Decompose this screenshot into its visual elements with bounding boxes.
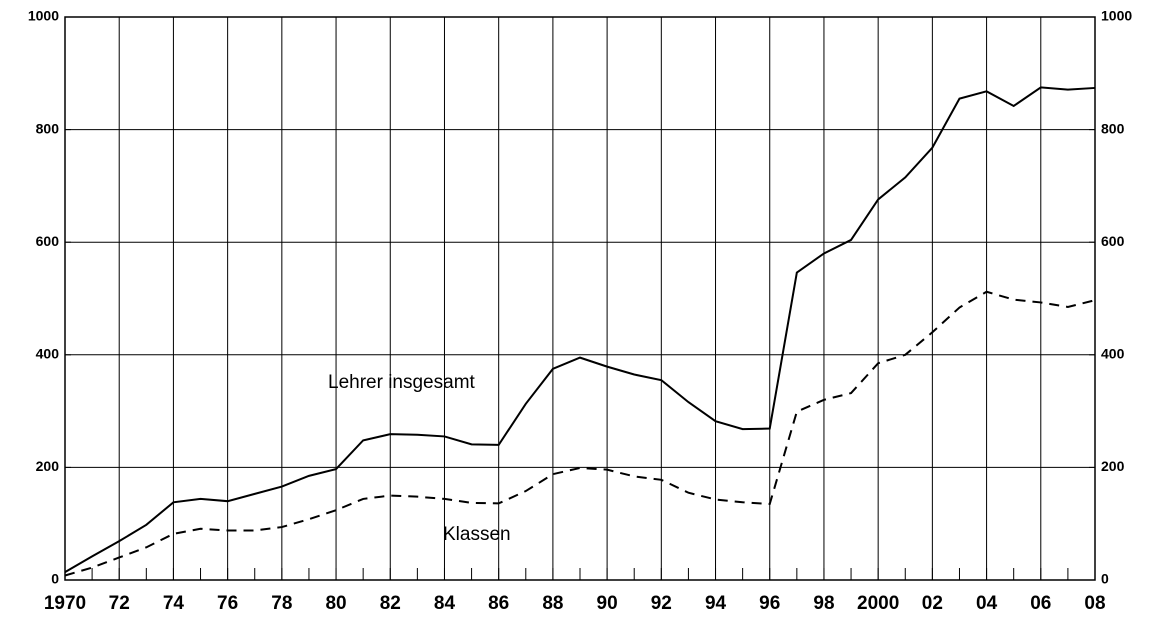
y-tick-label: 600 (36, 233, 60, 249)
x-tick-label: 88 (542, 593, 563, 614)
series-line (64, 86, 1096, 573)
x-tick-label: 90 (597, 593, 618, 614)
x-tick-label: 98 (813, 593, 834, 614)
series-label: Klassen (443, 524, 511, 545)
x-tick-label: 92 (651, 593, 672, 614)
series-label: Lehrer insgesamt (328, 372, 476, 393)
y2-tick-label: 1000 (1101, 8, 1132, 24)
x-tick-label: 08 (1084, 593, 1105, 614)
x-tick-label: 76 (217, 593, 238, 614)
x-tick-label: 82 (380, 593, 401, 614)
x-tick-label: 84 (434, 593, 456, 614)
y2-tick-label: 600 (1101, 233, 1125, 249)
plot-frame (64, 16, 1096, 581)
x-tick-label: 78 (271, 593, 292, 614)
x-tick-label: 2000 (857, 593, 899, 614)
x-tick-label: 80 (325, 593, 346, 614)
y2-tick-label: 800 (1101, 120, 1125, 136)
y-tick-label: 200 (36, 458, 60, 474)
x-tick-label: 06 (1030, 593, 1051, 614)
y-tick-label: 1000 (28, 8, 59, 24)
x-tick-label: 1970 (44, 593, 86, 614)
x-tick-label: 04 (976, 593, 998, 614)
x-tick-label: 02 (922, 593, 943, 614)
y-tick-label: 0 (51, 571, 59, 587)
x-tick-label: 72 (109, 593, 130, 614)
x-tick-label: 86 (488, 593, 509, 614)
x-tick-label: 74 (163, 593, 185, 614)
y2-tick-label: 400 (1101, 346, 1125, 362)
y2-tick-label: 200 (1101, 458, 1125, 474)
x-tick-label: 96 (759, 593, 780, 614)
x-tick-label: 94 (705, 593, 727, 614)
series-line (64, 290, 1096, 577)
y-tick-label: 400 (36, 346, 60, 362)
y-tick-label: 800 (36, 120, 60, 136)
y2-tick-label: 0 (1101, 571, 1109, 587)
